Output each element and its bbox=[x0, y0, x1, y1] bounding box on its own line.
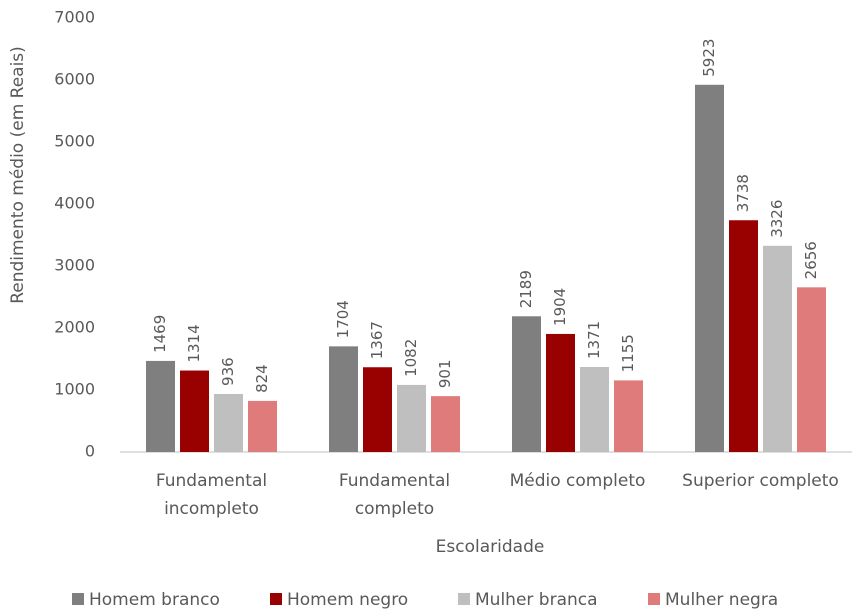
y-tick-label: 6000 bbox=[54, 70, 95, 89]
bar bbox=[695, 84, 724, 453]
legend-label: Homem branco bbox=[89, 590, 220, 610]
value-label: 1082 bbox=[402, 339, 420, 377]
y-tick-label: 3000 bbox=[54, 256, 95, 275]
bar bbox=[797, 287, 826, 452]
bar bbox=[397, 384, 426, 452]
value-label: 1371 bbox=[585, 321, 603, 359]
value-label: 1704 bbox=[334, 300, 352, 338]
value-label: 936 bbox=[219, 357, 237, 386]
bar bbox=[580, 366, 609, 452]
value-label: 3326 bbox=[768, 200, 786, 238]
value-label: 1904 bbox=[551, 288, 569, 326]
value-label: 901 bbox=[436, 359, 454, 388]
bar bbox=[763, 245, 792, 452]
value-label: 824 bbox=[253, 364, 271, 393]
value-label: 2189 bbox=[517, 270, 535, 308]
bar bbox=[329, 346, 358, 452]
x-tick-label: Fundamental bbox=[156, 471, 267, 491]
bar bbox=[214, 393, 243, 452]
y-tick-label: 4000 bbox=[54, 194, 95, 213]
bar bbox=[146, 360, 175, 452]
x-tick-label: completo bbox=[355, 499, 434, 519]
value-label: 5923 bbox=[700, 39, 718, 77]
value-label: 1155 bbox=[619, 334, 637, 372]
y-tick-label: 2000 bbox=[54, 318, 95, 337]
value-label: 1367 bbox=[368, 321, 386, 359]
bar bbox=[614, 380, 643, 452]
bar bbox=[729, 220, 758, 452]
y-tick-label: 0 bbox=[85, 442, 95, 461]
bar bbox=[512, 316, 541, 452]
x-tick-label: Superior completo bbox=[682, 471, 839, 491]
bar bbox=[180, 370, 209, 452]
legend-swatch bbox=[72, 593, 84, 605]
value-label: 1469 bbox=[151, 315, 169, 353]
bar bbox=[431, 396, 460, 452]
legend-swatch bbox=[270, 593, 282, 605]
x-tick-label: incompleto bbox=[164, 499, 259, 519]
legend-label: Homem negro bbox=[287, 590, 408, 610]
legend-label: Mulher negra bbox=[665, 590, 778, 610]
x-tick-label: Médio completo bbox=[510, 471, 646, 491]
bar bbox=[363, 367, 392, 452]
legend-swatch bbox=[648, 593, 660, 605]
value-label: 2656 bbox=[802, 241, 820, 279]
x-axis-title: Escolaridade bbox=[436, 537, 545, 557]
bar bbox=[248, 400, 277, 452]
bar bbox=[546, 333, 575, 452]
x-tick-label: Fundamental bbox=[339, 471, 450, 491]
y-tick-label: 5000 bbox=[54, 132, 95, 151]
legend-label: Mulher branca bbox=[475, 590, 598, 610]
value-label: 1314 bbox=[185, 324, 203, 362]
y-tick-label: 7000 bbox=[54, 8, 95, 27]
y-axis-title: Rendimento médio (em Reais) bbox=[8, 46, 28, 304]
value-label: 3738 bbox=[734, 174, 752, 212]
y-tick-label: 1000 bbox=[54, 380, 95, 399]
legend-swatch bbox=[458, 593, 470, 605]
